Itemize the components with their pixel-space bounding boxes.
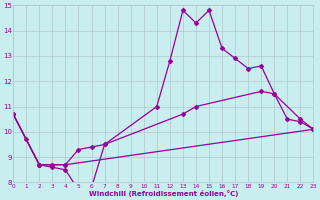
X-axis label: Windchill (Refroidissement éolien,°C): Windchill (Refroidissement éolien,°C) [89,190,238,197]
